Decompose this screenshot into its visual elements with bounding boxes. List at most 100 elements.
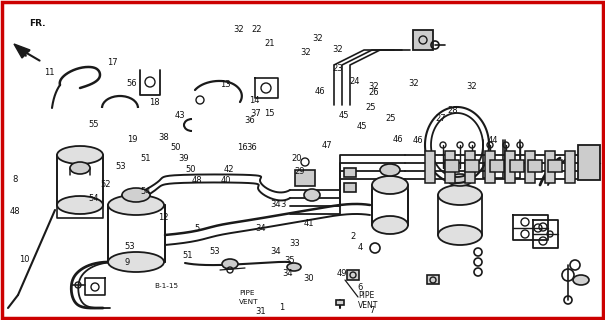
Text: 11: 11	[44, 68, 55, 76]
Bar	[295, 170, 315, 186]
Text: 29: 29	[294, 167, 305, 176]
Text: 32: 32	[234, 25, 244, 34]
Text: VENT: VENT	[239, 300, 258, 305]
Text: 34: 34	[255, 224, 266, 233]
Text: 56: 56	[126, 79, 137, 88]
Text: 25: 25	[385, 114, 396, 123]
Bar	[336, 300, 344, 305]
Ellipse shape	[70, 162, 90, 174]
Text: 45: 45	[338, 111, 349, 120]
Ellipse shape	[57, 196, 103, 214]
Text: 12: 12	[158, 213, 169, 222]
Ellipse shape	[57, 146, 103, 164]
Text: 14: 14	[249, 96, 260, 105]
Text: 36: 36	[246, 143, 257, 152]
Text: 43: 43	[175, 111, 186, 120]
Text: 16: 16	[237, 143, 247, 152]
Bar	[347, 270, 359, 280]
Text: 32: 32	[312, 34, 323, 43]
Bar	[525, 151, 535, 183]
Text: 42: 42	[223, 165, 234, 174]
Text: PIPE: PIPE	[239, 290, 255, 296]
Text: VENT: VENT	[358, 300, 378, 309]
Bar	[505, 151, 515, 183]
Text: 55: 55	[88, 120, 99, 129]
Text: 20: 20	[291, 154, 302, 163]
Text: 1: 1	[279, 303, 284, 312]
Bar	[545, 151, 555, 183]
Text: 34: 34	[282, 269, 293, 278]
Text: 25: 25	[365, 103, 376, 112]
Bar	[413, 30, 433, 50]
Ellipse shape	[438, 185, 482, 205]
Text: 3: 3	[280, 200, 285, 209]
Text: 32: 32	[408, 79, 419, 88]
Text: 34: 34	[270, 247, 281, 256]
Text: 33: 33	[289, 239, 300, 248]
Text: 38: 38	[158, 133, 169, 142]
Text: 17: 17	[106, 58, 117, 67]
Text: 49: 49	[336, 269, 347, 278]
Text: PIPE: PIPE	[358, 291, 374, 300]
Text: 47: 47	[321, 141, 332, 150]
Bar	[510, 160, 524, 172]
Text: 53: 53	[116, 162, 126, 171]
Polygon shape	[14, 44, 30, 58]
Text: 53: 53	[125, 242, 136, 251]
Text: B-1-15: B-1-15	[154, 284, 178, 289]
Text: 46: 46	[412, 136, 423, 145]
Text: 45: 45	[356, 122, 367, 131]
Text: 19: 19	[126, 135, 137, 144]
Text: 46: 46	[393, 135, 404, 144]
Text: 32: 32	[300, 48, 311, 57]
Text: 48: 48	[191, 176, 202, 185]
Text: 21: 21	[264, 39, 275, 48]
Text: 48: 48	[10, 207, 21, 216]
Text: 32: 32	[368, 82, 379, 91]
Bar	[528, 160, 542, 172]
Text: 32: 32	[332, 45, 343, 54]
Text: 10: 10	[19, 255, 30, 264]
Ellipse shape	[222, 259, 238, 269]
Text: 6: 6	[358, 284, 362, 292]
Text: 4: 4	[358, 244, 362, 252]
Text: 22: 22	[252, 25, 263, 34]
Text: 39: 39	[178, 154, 189, 163]
Text: 34: 34	[270, 200, 281, 209]
Text: 28: 28	[447, 106, 458, 115]
Bar	[425, 151, 435, 183]
Text: 50: 50	[170, 143, 181, 152]
Text: 52: 52	[100, 180, 111, 188]
Text: 53: 53	[209, 247, 220, 256]
Ellipse shape	[438, 225, 482, 245]
Text: 51: 51	[182, 252, 193, 260]
Text: 8: 8	[13, 175, 18, 184]
Text: 31: 31	[255, 308, 266, 316]
Text: 23: 23	[332, 64, 343, 73]
Text: 15: 15	[264, 109, 275, 118]
Ellipse shape	[372, 216, 408, 234]
Bar	[465, 151, 475, 183]
Bar	[465, 160, 479, 172]
Bar	[578, 145, 600, 180]
Text: 2: 2	[350, 232, 355, 241]
Text: 54: 54	[88, 194, 99, 203]
Text: 50: 50	[185, 165, 196, 174]
Text: 13: 13	[220, 80, 231, 89]
Bar	[344, 183, 356, 192]
Text: 44: 44	[488, 136, 499, 145]
Bar	[344, 168, 356, 177]
Text: 46: 46	[314, 87, 325, 96]
Bar	[548, 160, 562, 172]
Text: 41: 41	[303, 220, 314, 228]
Bar	[427, 275, 439, 284]
Text: 24: 24	[350, 77, 361, 86]
Ellipse shape	[108, 252, 164, 272]
Text: 7: 7	[370, 306, 374, 315]
Ellipse shape	[380, 164, 400, 176]
Ellipse shape	[108, 195, 164, 215]
Text: 9: 9	[125, 258, 129, 267]
Text: 26: 26	[368, 88, 379, 97]
Text: 37: 37	[250, 109, 261, 118]
Ellipse shape	[122, 188, 150, 202]
